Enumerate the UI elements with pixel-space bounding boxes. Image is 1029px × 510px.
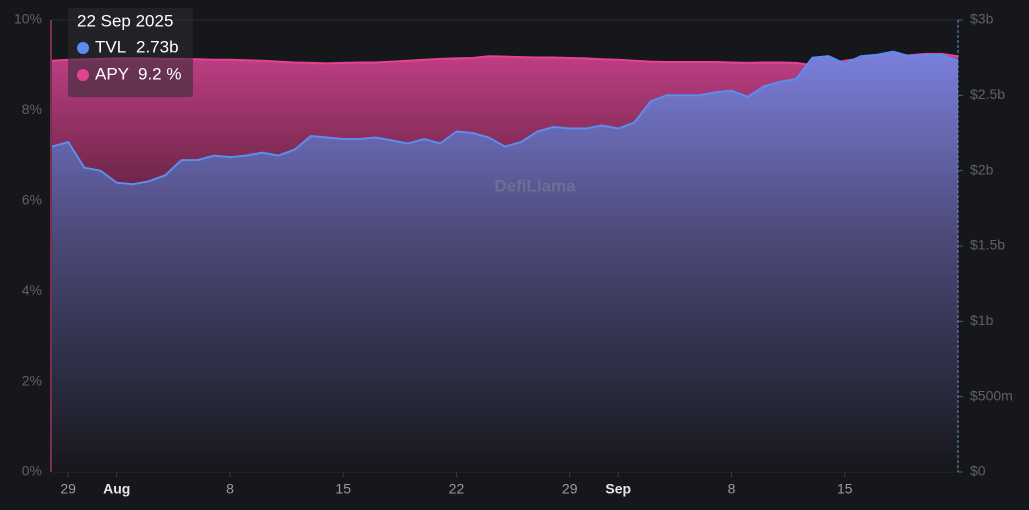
tooltip-name: TVL	[95, 37, 126, 56]
tooltip-date: 22 Sep 2025	[77, 11, 173, 30]
x-tick-label: Aug	[103, 481, 130, 497]
plot-area: 0% 2% 4% 6% 8% 10% $0 $500m $1b $1.5b $2b $2.5b $3b 2…	[14, 11, 1013, 497]
y2-tick-label: $1b	[970, 312, 994, 328]
tooltip-dot	[77, 69, 89, 81]
tooltip-name: APY	[95, 64, 129, 83]
y-tick-label: 2%	[22, 372, 42, 388]
y2-tick-label: $0	[970, 463, 986, 479]
x-tick-label: 8	[728, 481, 736, 497]
y2-tick-label: $2.5b	[970, 86, 1005, 102]
y-tick-label: 8%	[22, 101, 42, 117]
x-tick-label: 22	[449, 481, 465, 497]
series-line	[51, 50, 959, 186]
tooltip: 22 Sep 2025 TVL 2.73b APY 9.2 %	[68, 8, 193, 97]
x-tick-label: 29	[60, 481, 76, 497]
y2-tick-label: $3b	[970, 11, 994, 27]
y-tick-label: 4%	[22, 282, 42, 298]
y-tick-label: 0%	[22, 463, 42, 479]
tooltip-dot	[77, 42, 89, 54]
x-tick-label: 15	[335, 481, 351, 497]
x-tick-label: 29	[562, 481, 578, 497]
x-tick-label: Sep	[605, 481, 631, 497]
y2-tick-label: $2b	[970, 161, 994, 177]
y2-tick-label: $500m	[970, 387, 1013, 403]
x-tick-label: 8	[226, 481, 234, 497]
watermark: DefiLlama	[494, 176, 576, 195]
y-tick-label: 6%	[22, 192, 42, 208]
series-area	[52, 51, 958, 472]
tooltip-value: 9.2 %	[138, 64, 181, 83]
y2-tick-label: $1.5b	[970, 237, 1005, 253]
tooltip-box	[68, 8, 193, 97]
tooltip-value: 2.73b	[136, 37, 179, 56]
x-tick-label: 15	[837, 481, 853, 497]
y-tick-label: 10%	[14, 11, 42, 27]
